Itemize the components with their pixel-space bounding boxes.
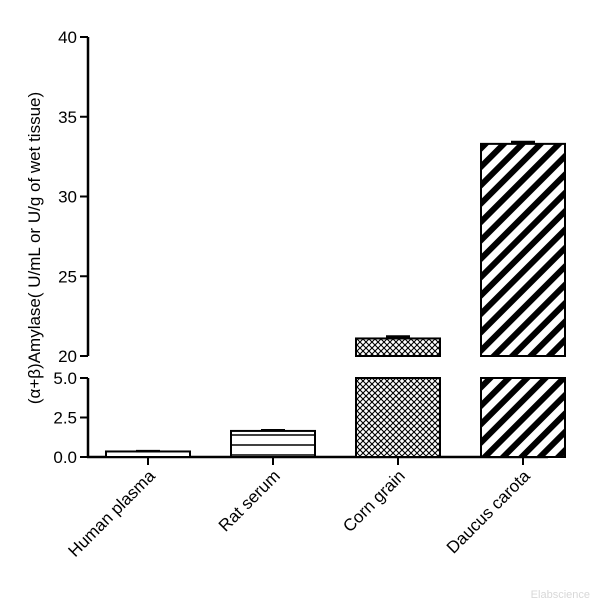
bar [480,142,566,357]
y-tick-label: 20 [58,347,77,366]
x-tick-label: Human plasma [65,466,160,561]
bars [105,140,566,459]
y-tick-label: 25 [58,267,77,286]
y-tick-label: 0.0 [53,448,77,467]
watermark: Elabscience [531,589,590,601]
y-tick-label: 35 [58,108,77,127]
x-tick-labels: Human plasma Rat serum Corn grain Daucus ca… [65,466,535,561]
y-axis-label: (α+β)Amylase( U/mL or U/g of wet tissue) [25,92,44,404]
bar [480,377,566,458]
axes [86,37,548,465]
y-tick-label: 2.5 [53,409,77,428]
y-tick-label: 30 [58,188,77,207]
bar [355,337,441,357]
y-tick-label: 5.0 [53,369,77,388]
y-ticks: 20 25 30 35 40 0.0 2.5 5.0 [53,28,88,467]
bar [230,429,316,458]
bar [355,377,441,458]
x-tick-label: Daucus carota [443,466,534,557]
y-tick-label: 40 [58,28,77,47]
x-tick-label: Rat serum [215,466,284,535]
x-tick-label: Corn grain [339,466,409,536]
